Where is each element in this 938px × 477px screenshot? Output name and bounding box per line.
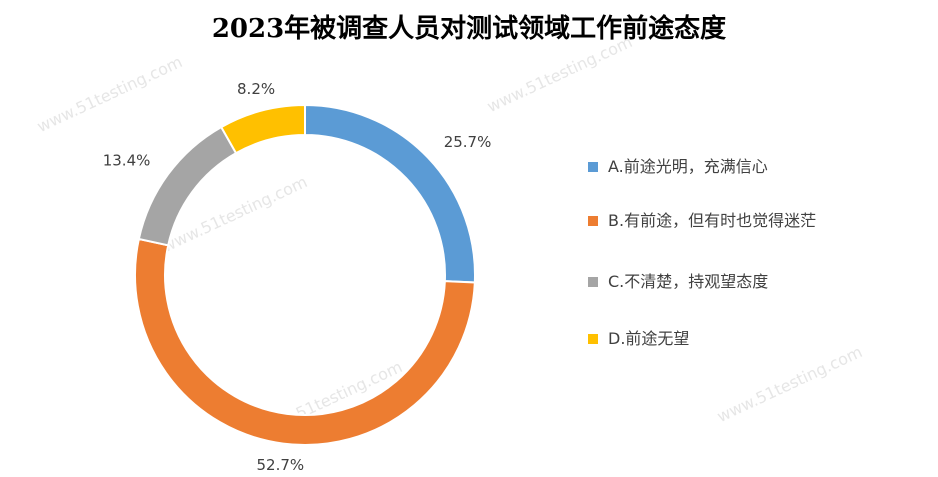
watermark: www.51testing.com xyxy=(34,52,185,136)
legend-label: D.前途无望 xyxy=(608,329,690,348)
donut-segment xyxy=(304,103,476,284)
data-label: 13.4% xyxy=(103,152,151,170)
legend-item: B.有前途，但有时也觉得迷茫 xyxy=(586,210,816,232)
legend-swatch xyxy=(588,277,598,287)
legend-label: A.前途光明，充满信心 xyxy=(608,157,768,176)
donut-segment xyxy=(134,237,476,446)
legend-label: B.有前途，但有时也觉得迷茫 xyxy=(608,211,817,230)
legend-item: A.前途光明，充满信心 xyxy=(586,156,768,178)
legend-swatch xyxy=(588,216,598,226)
chart-title: 2023年被调查人员对测试领域工作前途态度 xyxy=(212,13,726,44)
donut-segment xyxy=(219,103,306,155)
legend-swatch xyxy=(588,334,598,344)
data-label: 8.2% xyxy=(237,80,275,98)
data-label: 52.7% xyxy=(257,456,305,474)
legend-swatch xyxy=(588,162,598,172)
watermark: www.51testing.com xyxy=(484,32,635,116)
data-label: 25.7% xyxy=(444,133,492,151)
legend-item: C.不清楚，持观望态度 xyxy=(586,271,768,293)
legend-item: D.前途无望 xyxy=(586,328,689,350)
legend-label: C.不清楚，持观望态度 xyxy=(608,272,769,291)
watermark: www.51testing.com xyxy=(714,342,865,426)
